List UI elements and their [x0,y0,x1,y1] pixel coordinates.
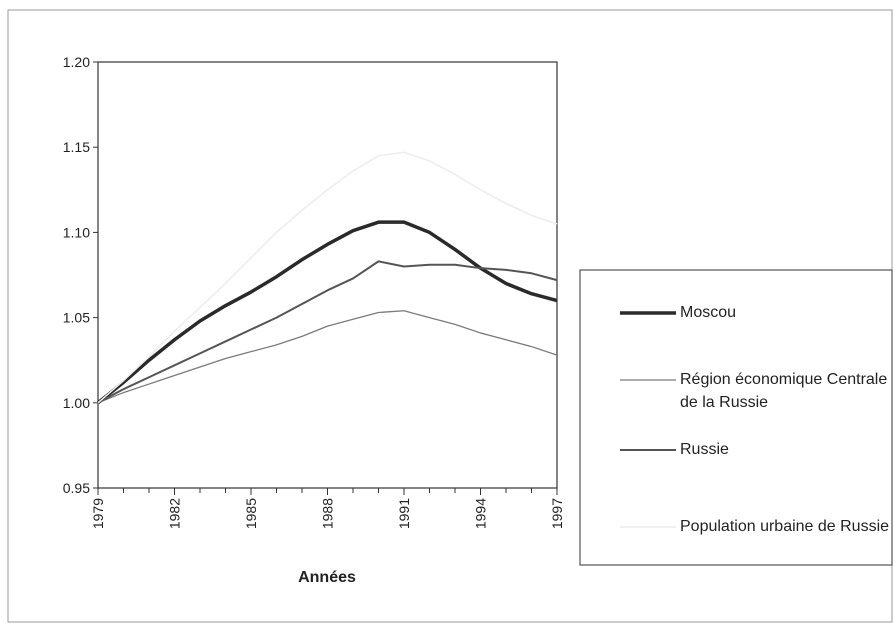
y-tick-label: 1.00 [63,395,90,411]
x-tick-label: 1997 [549,498,565,529]
series-line [97,310,558,404]
y-tick-label: 1.20 [63,54,90,70]
legend-label: Population urbaine de Russie [680,518,890,535]
legend-label: Russie [680,441,729,458]
legend-label: Moscou [680,304,737,321]
plot-frame [97,61,558,489]
series-line [97,260,558,404]
legend-frame [579,269,893,566]
x-tick-label: 1985 [243,498,259,529]
x-tick-label: 1979 [90,498,106,529]
y-tick-label: 0.95 [63,480,90,496]
x-tick-label: 1994 [473,498,489,529]
series-line [96,220,558,405]
y-tick-label: 1.15 [63,139,90,155]
y-tick-label: 1.05 [63,310,90,326]
x-axis-title: Années [298,569,356,586]
x-tick-label: 1988 [320,498,336,529]
x-tick-label: 1991 [396,498,412,529]
legend-label: Région économique Centrale de la Russie [680,371,888,411]
x-tick-label: 1982 [167,498,183,529]
y-tick-label: 1.10 [63,224,90,240]
series-line [97,151,558,404]
